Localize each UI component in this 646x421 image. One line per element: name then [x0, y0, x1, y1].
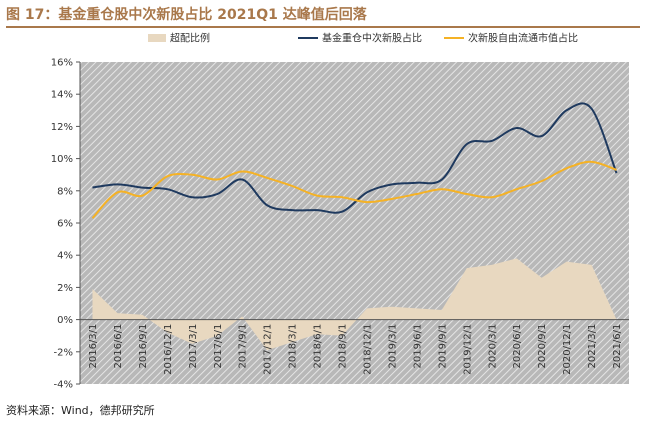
y-tick-label: 16% — [51, 58, 73, 69]
x-tick-label: 2019/3/1 — [387, 324, 398, 369]
x-tick-label: 2020/9/1 — [537, 324, 548, 369]
legend-item: 次新股自由流通市值占比 — [444, 32, 578, 45]
x-tick-label: 2021/3/1 — [587, 324, 598, 369]
x-tick-label: 2016/9/1 — [138, 324, 149, 369]
x-tick-label: 2018/6/1 — [313, 324, 324, 369]
x-tick-label: 2019/6/1 — [412, 324, 423, 369]
y-tick-label: 12% — [51, 122, 73, 133]
x-tick-label: 2016/12/1 — [163, 324, 174, 375]
y-axis: 16% 14% 12% 10% 8% 6% 4% 2% 0% -2% -4% — [51, 58, 81, 391]
x-tick-label: 2017/6/1 — [213, 324, 224, 369]
y-tick-label: 8% — [57, 186, 73, 197]
y-tick-label: 0% — [57, 315, 73, 326]
y-tick-label: -4% — [54, 380, 73, 391]
legend-label: 超配比例 — [170, 32, 210, 45]
y-tick-label: 10% — [51, 154, 73, 165]
y-tick-label: 6% — [57, 219, 73, 230]
x-tick-label: 2020/3/1 — [487, 324, 498, 369]
y-tick-label: 4% — [57, 251, 73, 262]
legend-item: 基金重仓中次新股占比 — [298, 32, 422, 45]
x-tick-label: 2017/9/1 — [238, 324, 249, 369]
legend: 超配比例 基金重仓中次新股占比 次新股自由流通市值占比 — [148, 32, 578, 45]
x-tick-label: 2018/9/1 — [338, 324, 349, 369]
legend-swatch — [148, 34, 166, 42]
x-tick-label: 2019/9/1 — [437, 324, 448, 369]
y-tick-label: 14% — [51, 90, 73, 101]
x-tick-label: 2020/12/1 — [562, 324, 573, 375]
series-line-2 — [91, 160, 617, 219]
x-axis: 2016/3/1 2016/6/1 2016/9/1 2016/12/1 2017/3/… — [88, 324, 623, 375]
y-tick-label: 2% — [57, 283, 73, 294]
chart: 超配比例 基金重仓中次新股占比 次新股自由流通市值占比 16% 14% 12% 10% 8%… — [51, 32, 629, 391]
x-tick-label: 2018/3/1 — [288, 324, 299, 369]
x-tick-label: 2020/6/1 — [512, 324, 523, 369]
legend-label: 基金重仓中次新股占比 — [322, 32, 422, 45]
x-tick-label: 2017/3/1 — [188, 324, 199, 369]
series-area-overweight — [92, 258, 617, 351]
legend-item: 超配比例 — [148, 32, 210, 45]
source-note: 资料来源：Wind，德邦研究所 — [6, 404, 155, 417]
x-tick-label: 2017/12/1 — [263, 324, 274, 375]
area-layer — [80, 258, 629, 351]
line-layer — [91, 102, 618, 219]
figure-title: 图 17：基金重仓股中次新股占比 2021Q1 达峰值后回落 — [6, 2, 640, 28]
legend-label: 次新股自由流通市值占比 — [468, 32, 578, 45]
x-tick-label: 2021/6/1 — [612, 324, 623, 369]
x-tick-label: 2016/6/1 — [113, 324, 124, 369]
y-tick-label: -2% — [54, 347, 73, 358]
x-tick-label: 2016/3/1 — [88, 324, 99, 369]
x-tick-label: 2018/12/1 — [362, 324, 373, 375]
x-tick-label: 2019/12/1 — [462, 324, 473, 375]
